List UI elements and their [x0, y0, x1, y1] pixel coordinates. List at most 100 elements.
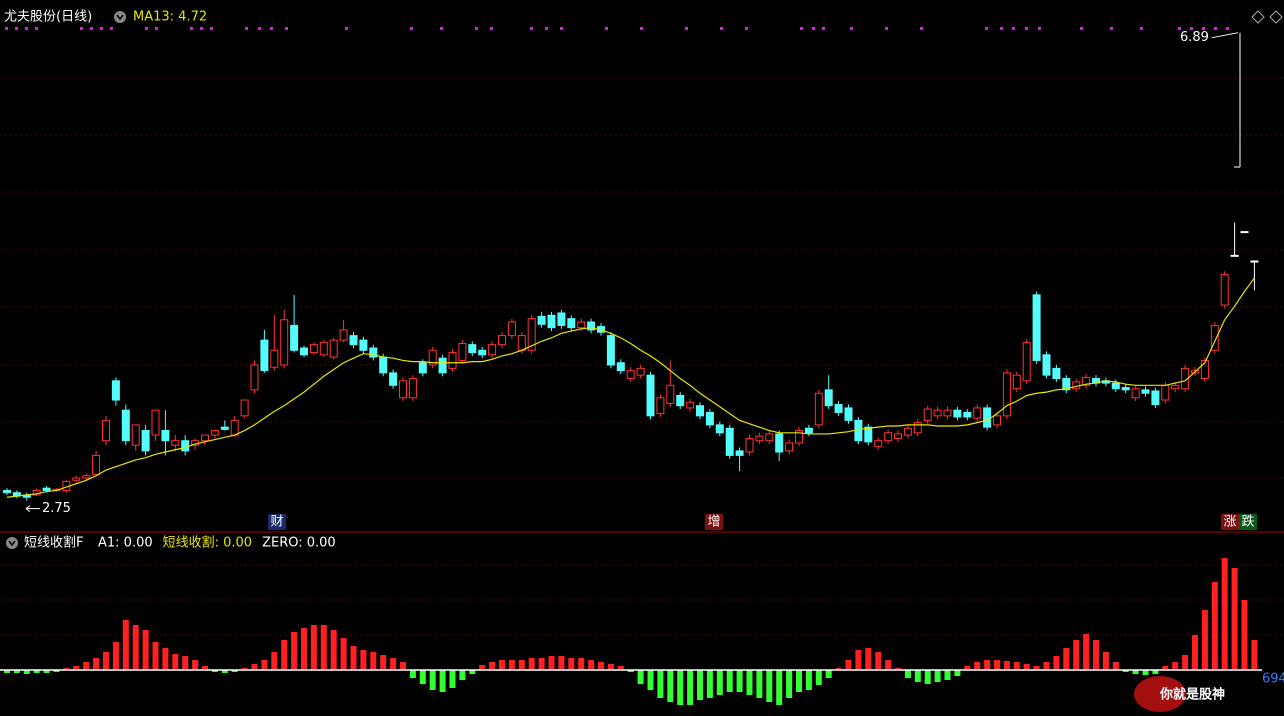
- candle-body: [696, 405, 704, 417]
- event-dot: [440, 27, 443, 30]
- candle-body: [775, 433, 784, 453]
- bar: [756, 670, 763, 698]
- event-dot: [345, 27, 348, 30]
- bar: [1211, 582, 1218, 670]
- candle-body: [488, 344, 497, 356]
- candle-body: [369, 347, 378, 358]
- bar: [1192, 635, 1198, 670]
- candle-body: [141, 430, 150, 452]
- menu-icon[interactable]: [6, 537, 18, 549]
- candle-body: [616, 362, 625, 372]
- bar: [895, 668, 901, 670]
- event-dot: [850, 27, 853, 30]
- candle-body: [92, 454, 101, 476]
- bar: [142, 630, 149, 670]
- bar: [291, 632, 298, 670]
- candle-body: [151, 409, 160, 436]
- bar: [964, 666, 971, 670]
- bar: [1221, 558, 1228, 670]
- candle-body: [547, 314, 556, 329]
- indicator-title: 短线收割F: [24, 535, 83, 551]
- corner-icon[interactable]: [1269, 10, 1283, 24]
- bar: [43, 670, 50, 673]
- ma13-line: [6, 277, 1255, 498]
- bar: [508, 660, 515, 670]
- bar: [706, 670, 713, 698]
- bar: [152, 642, 159, 670]
- candle-body: [42, 487, 51, 491]
- bar: [726, 670, 733, 692]
- bar: [251, 664, 258, 670]
- bar: [598, 662, 604, 670]
- candle-body: [923, 408, 932, 421]
- bar: [1112, 662, 1119, 670]
- bar: [350, 646, 357, 670]
- candle-body: [844, 407, 853, 421]
- bar: [578, 658, 585, 670]
- event-dot: [100, 27, 103, 30]
- candle-body: [1002, 372, 1011, 417]
- bar: [538, 658, 545, 670]
- candle-body: [567, 318, 576, 329]
- high-label: 6.89: [1180, 30, 1209, 45]
- bar: [875, 652, 882, 670]
- event-dot: [5, 27, 8, 30]
- candle-body: [646, 374, 655, 417]
- bar: [855, 650, 862, 670]
- candle-body: [1012, 374, 1021, 390]
- candle-body: [1052, 367, 1061, 380]
- candle-body: [1062, 378, 1071, 391]
- bar: [231, 670, 238, 672]
- bar: [419, 670, 426, 684]
- candle-body: [1131, 388, 1140, 399]
- candle-body: [478, 349, 487, 356]
- candle-body: [834, 404, 843, 413]
- bar: [528, 658, 535, 670]
- bar: [380, 655, 387, 670]
- corner-icon[interactable]: [1251, 10, 1265, 24]
- bar: [1142, 670, 1149, 675]
- bar: [1013, 662, 1020, 670]
- event-dot: [245, 27, 248, 30]
- candle-body: [1171, 384, 1180, 390]
- bar: [1241, 600, 1248, 670]
- event-dot: [745, 27, 748, 30]
- bar: [647, 670, 654, 690]
- candle-body: [943, 409, 952, 417]
- bar: [687, 670, 694, 705]
- ma-legend: MA13: 4.72: [133, 10, 207, 25]
- candle-body: [517, 335, 526, 351]
- candle-body: [309, 344, 318, 354]
- candle-body: [102, 419, 110, 442]
- bar: [23, 670, 30, 674]
- event-dot: [1012, 27, 1015, 30]
- bar: [607, 664, 614, 670]
- low-label: 2.75: [42, 501, 71, 516]
- legend-entry: ZERO: 0.00: [262, 536, 336, 551]
- candle-body: [577, 321, 586, 329]
- bar: [825, 670, 832, 678]
- candle-body: [725, 427, 734, 456]
- bar: [1122, 670, 1129, 672]
- event-dot: [920, 27, 923, 30]
- candle-body: [1220, 274, 1229, 306]
- event-dot: [410, 27, 413, 30]
- indicator-legend: A1: 0.00 短线收割: 0.00 ZERO: 0.00: [98, 535, 336, 551]
- bar: [360, 650, 367, 670]
- bar: [1053, 656, 1060, 670]
- candle-body: [359, 339, 368, 351]
- event-dot: [110, 27, 113, 30]
- candle-body: [705, 411, 714, 426]
- event-dot: [560, 27, 563, 30]
- low-arrow: [25, 505, 31, 510]
- bar: [885, 660, 892, 670]
- menu-icon[interactable]: [114, 11, 126, 23]
- event-dots: [5, 27, 1229, 30]
- candle-body: [220, 426, 229, 430]
- bar: [924, 670, 931, 684]
- annotation: 涨: [1223, 515, 1236, 530]
- event-dot: [885, 27, 888, 30]
- event-dot: [720, 27, 723, 30]
